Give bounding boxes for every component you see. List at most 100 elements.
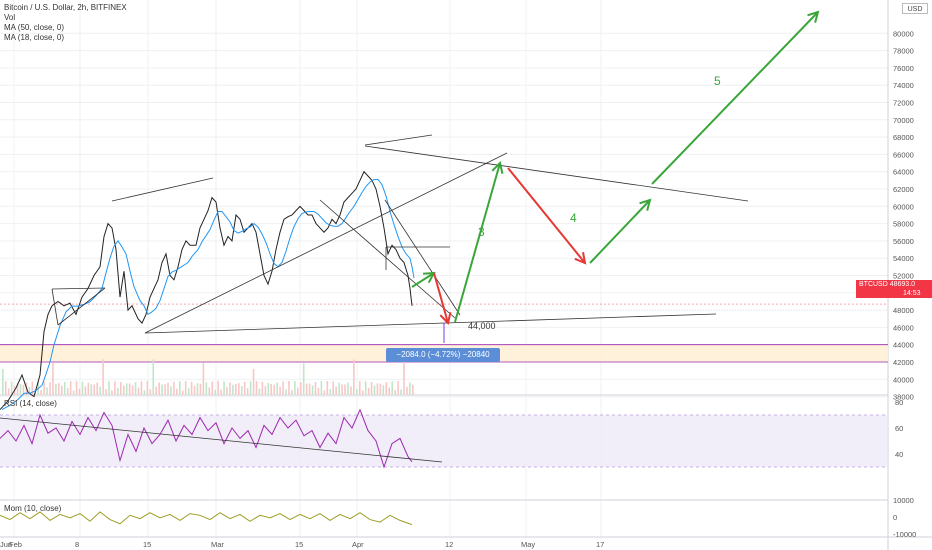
volume-bar-7 (22, 384, 25, 395)
volume-bar-108 (320, 381, 323, 395)
y-tick-label-7: 52000 (893, 272, 914, 281)
volume-bar-40 (120, 382, 122, 395)
volume-bar-3 (10, 381, 13, 395)
rsi-pane-label[interactable]: RSI (14, close) (4, 399, 57, 408)
mom-pane-label[interactable]: Mom (10, close) (4, 504, 62, 513)
wave-label-5: 5 (714, 74, 721, 88)
volume-bar-115 (341, 384, 343, 395)
volume-bar-84 (249, 381, 252, 395)
y-tick-label-20: 78000 (893, 47, 914, 56)
volume-bar-120 (356, 388, 358, 395)
support-level-label: 44,000 (468, 321, 496, 331)
volume-bar-89 (264, 386, 267, 395)
volume-bar-31 (93, 384, 96, 395)
volume-bar-61 (181, 390, 184, 395)
mom-tick-label-1: 0 (893, 513, 897, 522)
rsi-trend-line (0, 417, 443, 463)
y-tick-label-17: 72000 (893, 99, 914, 108)
volume-bar-91 (270, 384, 273, 395)
currency-label[interactable]: USD (902, 3, 928, 14)
x-tick-label-1: 8 (75, 540, 79, 549)
price-badge-countdown: 14:53 (903, 290, 921, 297)
volume-bar-21 (63, 381, 66, 395)
volume-bar-92 (273, 384, 275, 395)
indicator-ma18[interactable]: MA (18, close, 0) (4, 33, 65, 42)
volume-bar-123 (364, 381, 367, 395)
trend-line-7 (364, 145, 749, 202)
y-tick-label-5: 48000 (893, 306, 914, 315)
volume-bar-128 (379, 383, 382, 395)
volume-bar-46 (137, 387, 140, 395)
volume-bar-76 (226, 387, 228, 395)
volume-bar-63 (187, 388, 190, 395)
y-tick-label-4: 46000 (893, 323, 914, 332)
x-tick-label-3: Mar (211, 540, 224, 549)
volume-bar-139 (412, 384, 414, 395)
trend-line-9 (384, 199, 461, 316)
volume-bar-30 (90, 384, 93, 395)
volume-bar-54 (161, 384, 163, 395)
rsi-series-line (0, 408, 413, 469)
trend-line-6 (364, 134, 433, 146)
volume-bar-112 (332, 381, 334, 395)
volume-bar-114 (338, 382, 340, 395)
volume-bar-42 (125, 383, 128, 395)
volume-bar-78 (232, 384, 234, 395)
volume-bar-5 (16, 383, 19, 395)
volume-bar-18 (55, 383, 57, 395)
volume-bar-137 (406, 386, 408, 395)
volume-bar-29 (87, 382, 90, 395)
volume-bar-116 (344, 384, 346, 395)
volume-bar-38 (114, 381, 116, 395)
trend-line-1 (51, 288, 59, 326)
volume-bar-60 (179, 381, 181, 395)
volume-bar-98 (291, 390, 293, 395)
volume-bar-39 (117, 387, 119, 395)
volume-bar-88 (261, 381, 264, 395)
volume-bar-75 (223, 381, 225, 395)
volume-bar-85 (252, 368, 255, 395)
volume-bar-105 (311, 385, 314, 395)
wave-3-arrow (454, 162, 501, 323)
y-tick-label-21: 80000 (893, 29, 914, 38)
wave-1-arrow (411, 272, 435, 288)
mom-tick-label-0: -10000 (893, 530, 916, 539)
volume-bar-90 (267, 382, 270, 395)
wave-label-3: 3 (478, 225, 485, 239)
volume-bar-68 (202, 363, 205, 395)
wave-4b-arrow-head (639, 198, 652, 211)
chart-title: Bitcoin / U.S. Dollar, 2h, BITFINEX (4, 3, 127, 12)
y-tick-label-19: 76000 (893, 64, 914, 73)
mom-series-line (0, 511, 413, 526)
volume-bar-50 (149, 389, 152, 395)
indicator-vol[interactable]: Vol (4, 13, 16, 22)
trend-line-8 (319, 199, 456, 319)
volume-bar-35 (105, 389, 107, 395)
volume-bar-13 (40, 389, 42, 395)
volume-bar-119 (353, 359, 355, 395)
volume-bar-0 (2, 369, 4, 395)
y-tick-label-11: 60000 (893, 202, 914, 211)
volume-bar-70 (208, 387, 211, 395)
indicator-ma50[interactable]: MA (50, close, 0) (4, 23, 65, 32)
volume-bar-73 (217, 381, 219, 395)
measure-label: −2084.0 (−4.72%) −20840 (386, 348, 500, 362)
volume-bar-62 (184, 381, 187, 395)
y-tick-label-10: 58000 (893, 220, 914, 229)
trend-line-2 (57, 287, 106, 326)
volume-bar-125 (370, 381, 373, 395)
y-tick-label-8: 54000 (893, 254, 914, 263)
price-series-line (0, 170, 413, 410)
volume-bar-132 (391, 381, 393, 395)
volume-bar-135 (400, 389, 402, 395)
chart-legend: Bitcoin / U.S. Dollar, 2h, BITFINEX Vol … (4, 3, 127, 43)
volume-bar-136 (403, 359, 405, 395)
volume-bar-102 (302, 363, 305, 395)
wave-3-arrow-head (491, 160, 504, 174)
rsi-tick-label-1: 60 (895, 424, 903, 433)
volume-bar-134 (397, 381, 399, 395)
volume-bar-44 (131, 385, 134, 395)
volume-bar-94 (279, 386, 281, 395)
volume-bar-1 (4, 381, 7, 395)
